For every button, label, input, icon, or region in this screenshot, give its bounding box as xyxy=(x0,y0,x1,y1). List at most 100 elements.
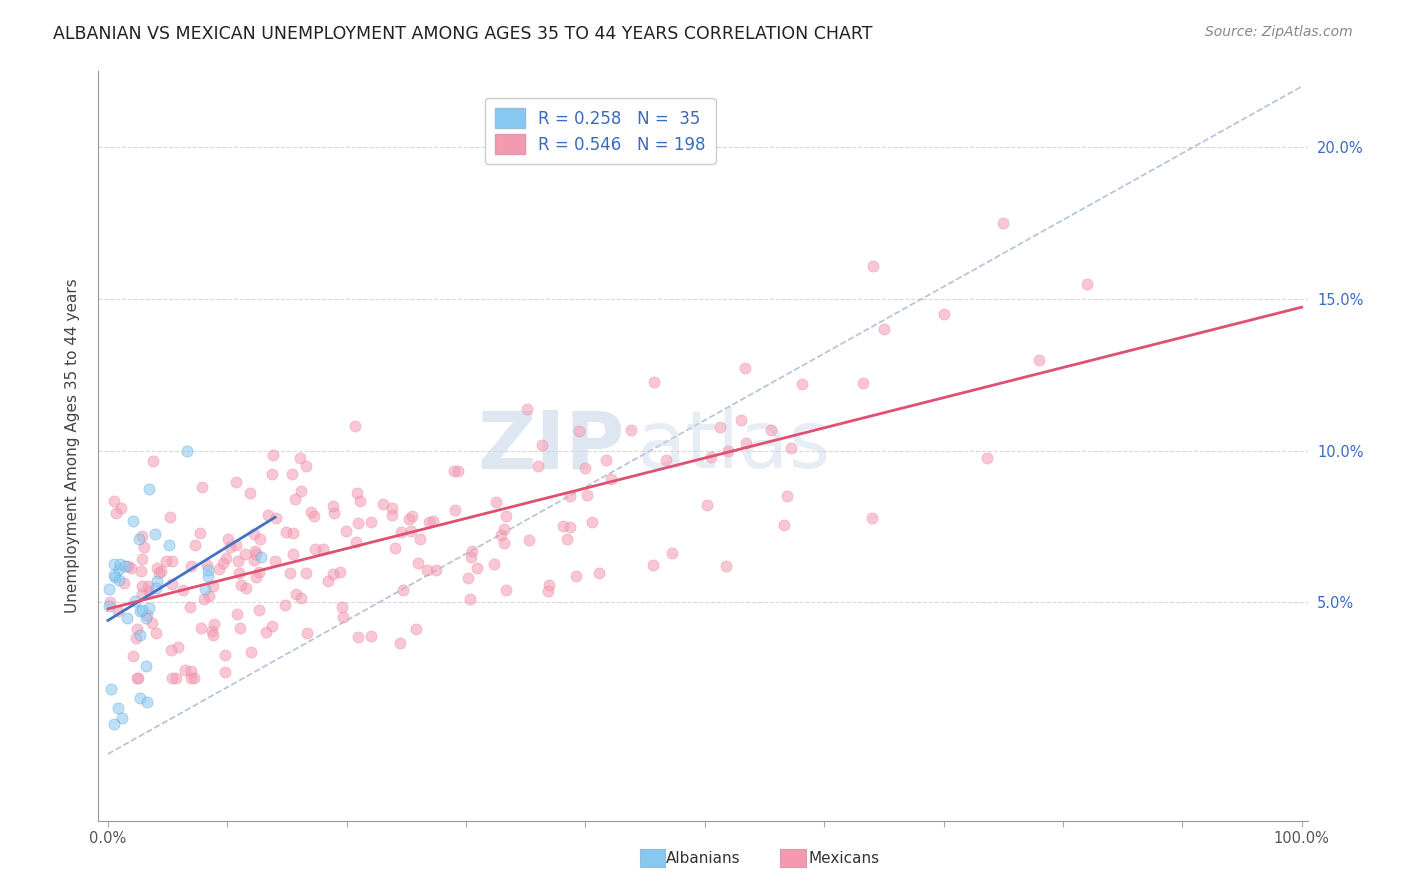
Point xyxy=(131,579,153,593)
Point xyxy=(229,622,252,636)
Point xyxy=(281,467,304,481)
Point xyxy=(128,604,150,618)
Point xyxy=(408,556,430,570)
Point xyxy=(422,514,444,528)
Point xyxy=(208,562,231,576)
Point xyxy=(127,671,149,685)
Point xyxy=(560,489,582,503)
Point xyxy=(401,509,423,524)
Point xyxy=(132,541,155,555)
Point xyxy=(278,566,301,580)
Point xyxy=(262,619,284,633)
Point xyxy=(127,622,149,636)
Point xyxy=(290,450,312,465)
Point xyxy=(773,518,796,533)
Point xyxy=(146,574,169,588)
Point xyxy=(122,649,145,664)
Point xyxy=(485,495,508,509)
Point xyxy=(98,594,121,608)
Point xyxy=(141,615,163,630)
Point xyxy=(110,501,132,516)
Point xyxy=(416,563,439,577)
Point xyxy=(371,497,394,511)
Point xyxy=(717,443,740,458)
Point xyxy=(852,376,875,390)
Point xyxy=(347,631,370,645)
Point xyxy=(409,532,432,546)
Point xyxy=(460,550,482,565)
Point xyxy=(105,506,128,520)
Point xyxy=(425,563,447,577)
Point xyxy=(104,570,127,584)
Point xyxy=(191,479,214,493)
Point xyxy=(228,566,250,580)
Point xyxy=(262,448,284,462)
Point xyxy=(136,579,159,593)
Point xyxy=(283,525,305,540)
Point xyxy=(131,528,153,542)
Point xyxy=(226,554,249,568)
Text: Source: ZipAtlas.com: Source: ZipAtlas.com xyxy=(1205,25,1353,39)
Point xyxy=(1028,352,1050,367)
Point xyxy=(190,620,212,634)
Point xyxy=(188,525,211,540)
Point xyxy=(254,625,277,640)
Point xyxy=(581,515,603,529)
Point xyxy=(198,589,221,603)
Point xyxy=(243,543,266,558)
Point xyxy=(197,569,219,583)
Point xyxy=(117,559,139,574)
Point xyxy=(531,438,554,452)
Point xyxy=(120,561,142,575)
Point xyxy=(103,494,125,508)
Point xyxy=(381,508,404,523)
Point xyxy=(993,216,1015,230)
Point xyxy=(458,591,481,606)
Point xyxy=(600,472,623,486)
Point xyxy=(202,617,225,632)
Point xyxy=(135,610,157,624)
Point xyxy=(391,583,413,598)
Point xyxy=(146,561,169,575)
Point xyxy=(304,542,326,557)
Point xyxy=(108,557,131,571)
Point xyxy=(148,566,170,581)
Point xyxy=(226,607,249,622)
Point xyxy=(245,570,267,584)
Point xyxy=(489,528,512,542)
Point xyxy=(202,579,225,593)
Point xyxy=(138,600,160,615)
Point xyxy=(322,506,344,520)
Point xyxy=(249,550,271,565)
Point xyxy=(976,451,998,466)
Point xyxy=(225,537,247,551)
Point xyxy=(349,493,371,508)
Point xyxy=(360,629,382,643)
Point xyxy=(311,541,333,556)
Point xyxy=(516,401,538,416)
Text: Albanians: Albanians xyxy=(665,851,741,865)
Point xyxy=(494,521,516,535)
Point xyxy=(735,436,758,450)
Point xyxy=(194,582,217,597)
Point xyxy=(129,565,152,579)
Point xyxy=(384,541,406,556)
Point xyxy=(551,518,574,533)
Point xyxy=(131,603,153,617)
Point xyxy=(862,259,884,273)
Point xyxy=(197,563,219,577)
Point xyxy=(98,599,121,613)
Point xyxy=(247,566,270,580)
Point xyxy=(274,598,297,612)
Point xyxy=(215,551,238,566)
Point xyxy=(335,524,357,538)
Point xyxy=(620,424,643,438)
Text: ALBANIAN VS MEXICAN UNEMPLOYMENT AMONG AGES 35 TO 44 YEARS CORRELATION CHART: ALBANIAN VS MEXICAN UNEMPLOYMENT AMONG A… xyxy=(53,25,873,43)
Point xyxy=(180,671,202,685)
Point xyxy=(112,576,135,591)
Point xyxy=(201,628,224,642)
Point xyxy=(107,573,129,587)
Point xyxy=(183,671,205,685)
Point xyxy=(696,498,718,512)
Point xyxy=(302,509,325,524)
